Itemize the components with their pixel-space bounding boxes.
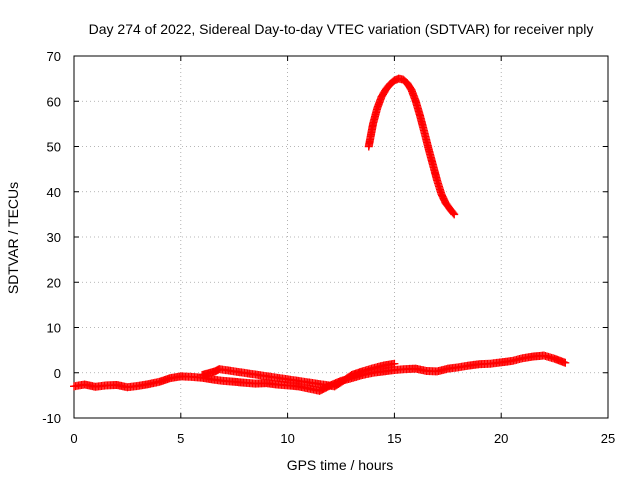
- y-tick-label: 70: [47, 49, 61, 64]
- tick-layer: 0 5 10 15 20 25 -10 0 10 20 30 40 50 60 70: [42, 49, 615, 446]
- x-tick-label: 20: [494, 431, 508, 446]
- x-tick-label: 10: [280, 431, 294, 446]
- y-tick-label: 10: [47, 321, 61, 336]
- chart-title: Day 274 of 2022, Sidereal Day-to-day VTE…: [89, 21, 594, 37]
- y-tick-label: 50: [47, 140, 61, 155]
- y-tick-label: 30: [47, 230, 61, 245]
- x-tick-label: 0: [70, 431, 77, 446]
- data-point: [449, 209, 458, 218]
- x-tick-label: 15: [387, 431, 401, 446]
- x-tick-label: 25: [601, 431, 615, 446]
- series-1: [364, 74, 459, 219]
- y-tick-label: 60: [47, 94, 61, 109]
- y-tick-label: -10: [42, 411, 61, 426]
- y-tick-label: 0: [54, 366, 61, 381]
- data-point: [390, 359, 399, 368]
- data-point: [561, 358, 570, 367]
- y-tick-label: 20: [47, 275, 61, 290]
- series-2: [198, 359, 399, 391]
- y-tick-label: 40: [47, 185, 61, 200]
- series-0: [70, 351, 570, 395]
- x-axis-label: GPS time / hours: [287, 457, 394, 473]
- data-layer: [70, 74, 570, 395]
- data-point: [450, 210, 459, 219]
- grid-layer: [74, 56, 608, 418]
- x-tick-label: 5: [177, 431, 184, 446]
- y-axis-label: SDTVAR / TECUs: [5, 182, 21, 294]
